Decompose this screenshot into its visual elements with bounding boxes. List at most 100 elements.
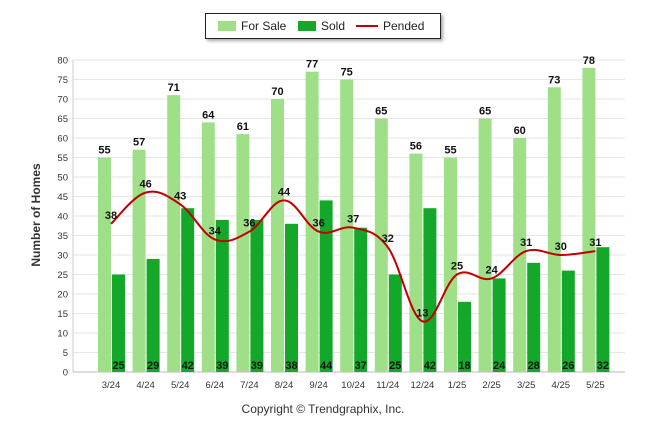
bar-for-sale [98, 157, 111, 372]
for-sale-swatch [218, 21, 236, 31]
bar-for-sale [236, 134, 250, 372]
x-tick-label: 12/24 [411, 380, 435, 391]
data-label-pended: 36 [312, 218, 324, 230]
legend-item-pended[interactable]: Pended [356, 19, 424, 33]
data-label-sold: 39 [216, 360, 228, 372]
y-tick-label: 0 [63, 368, 68, 379]
data-label-sold: 26 [562, 360, 574, 372]
bar-sold [112, 274, 125, 372]
pended-line-swatch [356, 25, 378, 27]
x-tick-label: 5/24 [171, 380, 190, 391]
x-tick-label: 10/24 [341, 380, 365, 391]
bar-sold [146, 258, 160, 372]
y-tick-label: 5 [63, 348, 68, 359]
data-label-pended: 38 [105, 210, 117, 222]
data-label-for-sale: 64 [202, 109, 215, 121]
x-tick-label: 7/24 [240, 380, 259, 391]
bar-sold [354, 227, 368, 372]
bar-for-sale [340, 79, 354, 372]
data-label-pended: 37 [347, 214, 359, 226]
y-tick-label: 50 [57, 173, 68, 184]
y-tick-label: 10 [57, 329, 68, 340]
copyright-text: Copyright © Trendgraphix, Inc. [241, 402, 405, 416]
bar-sold [215, 219, 229, 372]
x-tick-label: 2/25 [482, 380, 501, 391]
data-label-pended: 34 [209, 225, 222, 237]
x-tick-label: 4/25 [552, 380, 571, 391]
y-tick-label: 20 [57, 290, 68, 301]
bar-sold [285, 223, 298, 372]
data-label-for-sale: 65 [479, 106, 491, 118]
data-label-for-sale: 75 [341, 67, 353, 79]
x-tick-label: 1/25 [448, 380, 467, 391]
bar-for-sale [132, 149, 146, 372]
data-label-sold: 37 [355, 360, 367, 372]
y-tick-label: 60 [57, 134, 68, 145]
data-label-pended: 30 [555, 241, 567, 253]
data-label-for-sale: 71 [168, 82, 180, 94]
data-label-for-sale: 55 [444, 145, 456, 157]
y-tick-label: 15 [57, 309, 68, 320]
y-tick-label: 45 [57, 192, 68, 203]
bars [98, 67, 610, 373]
bar-for-sale [478, 118, 492, 372]
data-label-for-sale: 56 [410, 141, 422, 153]
bar-sold [250, 219, 264, 372]
legend-label-sold: Sold [321, 19, 346, 33]
bar-for-sale [167, 95, 181, 372]
data-label-pended: 31 [520, 237, 532, 249]
data-label-pended: 31 [589, 237, 601, 249]
y-axis-label: Number of Homes [29, 163, 43, 267]
bar-sold [388, 274, 402, 372]
data-label-for-sale: 57 [133, 137, 145, 149]
x-tick-label: 9/24 [309, 380, 328, 391]
data-label-for-sale: 77 [306, 59, 318, 71]
bar-for-sale [201, 122, 215, 373]
x-tick-label: 8/24 [275, 380, 294, 391]
data-label-sold: 42 [182, 360, 194, 372]
data-label-for-sale: 73 [548, 74, 560, 86]
x-tick-label: 11/24 [376, 380, 399, 391]
y-tick-label: 35 [57, 231, 68, 242]
data-label-sold: 32 [597, 360, 609, 372]
bar-for-sale [547, 87, 561, 373]
legend-item-for-sale[interactable]: For Sale [218, 19, 286, 33]
data-label-for-sale: 70 [271, 86, 283, 98]
data-label-pended: 32 [382, 233, 394, 245]
legend-item-sold[interactable]: Sold [298, 19, 345, 33]
bar-sold [561, 270, 575, 372]
x-tick-labels: 3/24 4/24 5/24 6/24 7/24 8/24 9/24 10/24 11/24 12… [102, 380, 605, 391]
legend-label-for-sale: For Sale [241, 19, 287, 33]
bar-sold [181, 208, 195, 372]
data-label-sold: 39 [251, 360, 263, 372]
data-label-pended: 36 [243, 218, 255, 230]
x-tick-label: 3/25 [517, 380, 536, 391]
bar-for-sale [305, 71, 319, 372]
data-label-for-sale: 65 [375, 106, 387, 118]
x-tick-label: 5/25 [586, 380, 605, 391]
data-label-for-sale: 60 [514, 125, 526, 137]
data-label-for-sale: 61 [237, 121, 249, 133]
legend: For Sale Sold Pended [205, 13, 441, 39]
y-tick-label: 55 [57, 153, 68, 164]
data-label-pended: 43 [174, 190, 186, 202]
data-label-sold: 44 [320, 360, 333, 372]
y-tick-labels: 0 5 10 15 20 25 30 35 40 45 50 55 60 65 70 75 80 [57, 56, 68, 379]
data-label-sold: 24 [493, 360, 506, 372]
data-label-sold: 42 [424, 360, 436, 372]
y-tick-label: 40 [57, 212, 68, 223]
x-tick-label: 6/24 [206, 380, 225, 391]
y-tick-label: 80 [57, 56, 68, 67]
x-tick-label: 3/24 [102, 380, 121, 391]
bar-sold [458, 301, 471, 372]
data-label-sold: 29 [147, 360, 159, 372]
bar-sold [492, 278, 506, 372]
data-label-pended: 24 [485, 264, 498, 276]
data-label-sold: 28 [528, 360, 540, 372]
y-tick-label: 75 [57, 75, 68, 86]
y-tick-label: 70 [57, 95, 68, 106]
y-tick-label: 25 [57, 270, 68, 281]
data-label-sold: 25 [112, 360, 124, 372]
y-tick-label: 65 [57, 114, 68, 125]
